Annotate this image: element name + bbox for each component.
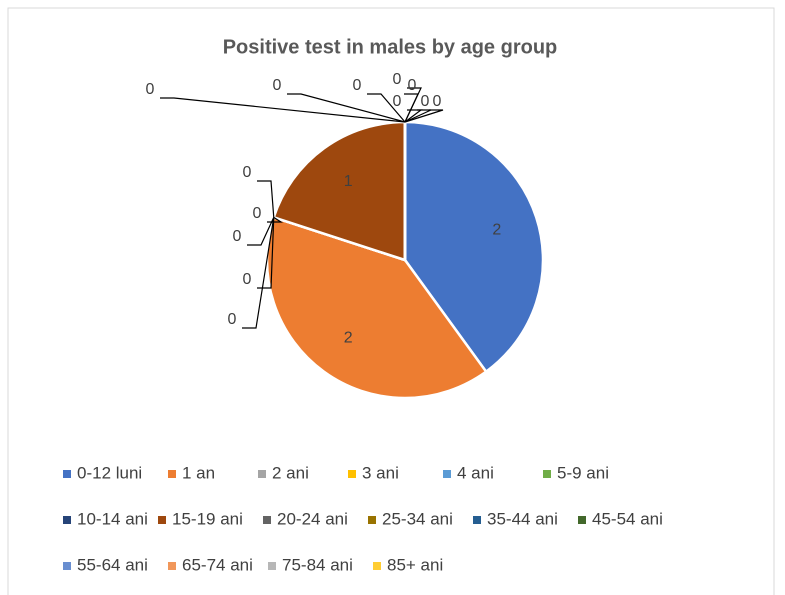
- leader-line: [404, 109, 444, 123]
- legend-swatch: [373, 562, 381, 570]
- legend-swatch: [158, 516, 166, 524]
- legend-swatch: [268, 562, 276, 570]
- data-label: 0: [408, 77, 417, 94]
- data-label: 0: [233, 228, 242, 245]
- legend-swatch: [168, 562, 176, 570]
- data-label: 2: [492, 221, 501, 238]
- leader-line: [247, 217, 275, 246]
- legend-label: 4 ani: [457, 463, 494, 482]
- data-label: 0: [273, 77, 282, 94]
- legend-swatch: [168, 470, 176, 478]
- legend-label: 0-12 luni: [77, 463, 142, 482]
- data-label: 0: [353, 77, 362, 94]
- data-label: 0: [253, 205, 262, 222]
- leader-line: [257, 180, 275, 218]
- data-label: 0: [393, 71, 402, 88]
- pie-slice: [403, 120, 545, 374]
- legend-swatch: [63, 562, 71, 570]
- leader-line: [367, 93, 406, 123]
- data-label: 0: [243, 164, 252, 181]
- legend-swatch: [63, 516, 71, 524]
- legend-swatch: [348, 470, 356, 478]
- legend-label: 2 ani: [272, 463, 309, 482]
- legend-swatch: [543, 470, 551, 478]
- leader-line: [287, 93, 406, 123]
- legend-label: 10-14 ani: [77, 509, 148, 528]
- data-label: 0: [146, 81, 155, 98]
- data-label: 2: [344, 329, 353, 346]
- legend-swatch: [63, 470, 71, 478]
- legend-label: 5-9 ani: [557, 463, 609, 482]
- legend-swatch: [578, 516, 586, 524]
- data-label: 1: [344, 173, 353, 190]
- leader-line: [242, 217, 275, 329]
- leader-line: [257, 217, 275, 289]
- legend-label: 75-84 ani: [282, 555, 353, 574]
- legend-swatch: [443, 470, 451, 478]
- legend-swatch: [263, 516, 271, 524]
- data-label: 0: [243, 271, 252, 288]
- legend-label: 65-74 ani: [182, 555, 253, 574]
- data-label: 0: [228, 311, 237, 328]
- data-label: 0: [421, 93, 430, 110]
- legend-label: 20-24 ani: [277, 509, 348, 528]
- data-label: 0: [393, 93, 402, 110]
- legend-label: 1 an: [182, 463, 215, 482]
- legend-label: 3 ani: [362, 463, 399, 482]
- chart-title: Positive test in males by age group: [223, 36, 558, 58]
- legend-label: 35-44 ani: [487, 509, 558, 528]
- pie-slice: [272, 120, 407, 262]
- legend-label: 15-19 ani: [172, 509, 243, 528]
- legend-label: 25-34 ani: [382, 509, 453, 528]
- leader-line: [160, 97, 406, 123]
- legend-swatch: [473, 516, 481, 524]
- leader-line: [404, 93, 419, 123]
- legend-swatch: [258, 470, 266, 478]
- data-label: 0: [433, 93, 442, 110]
- legend-label: 45-54 ani: [592, 509, 663, 528]
- legend-label: 85+ ani: [387, 555, 443, 574]
- legend-label: 55-64 ani: [77, 555, 148, 574]
- legend-swatch: [368, 516, 376, 524]
